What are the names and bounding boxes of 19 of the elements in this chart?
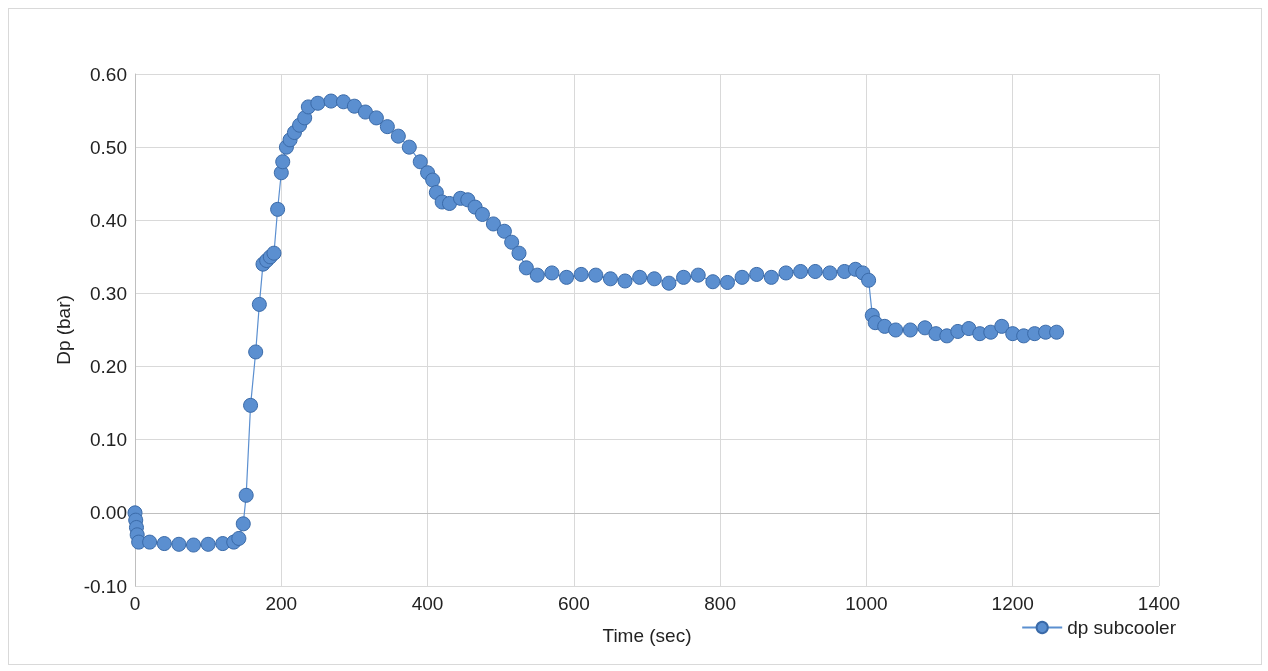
x-tick-label: 200 [265, 593, 298, 614]
y-tick-label: 0.00 [90, 502, 127, 524]
y-axis-title: Dp (bar) [52, 295, 74, 365]
x-tick-label: 1200 [991, 593, 1034, 614]
y-tick-label: 0.30 [90, 282, 127, 304]
y-tick-label: 0.50 [90, 136, 127, 158]
x-tick-label: 800 [704, 593, 736, 614]
x-tick-label: 600 [558, 593, 590, 614]
x-tick-label: 1400 [1137, 593, 1181, 614]
x-tick-label: 400 [411, 593, 444, 614]
y-tick-label: 0.60 [90, 63, 127, 85]
y-tick-label: 0.40 [90, 209, 127, 231]
legend-label: dp subcooler [1067, 617, 1177, 638]
x-axis-title: Time (sec) [602, 625, 692, 646]
y-tick-label: -0.10 [83, 575, 127, 597]
x-tick-label: 0 [129, 593, 141, 614]
x-tick-label: 1000 [845, 593, 888, 614]
y-tick-label: 0.20 [90, 356, 127, 378]
y-tick-label: 0.10 [90, 429, 127, 451]
